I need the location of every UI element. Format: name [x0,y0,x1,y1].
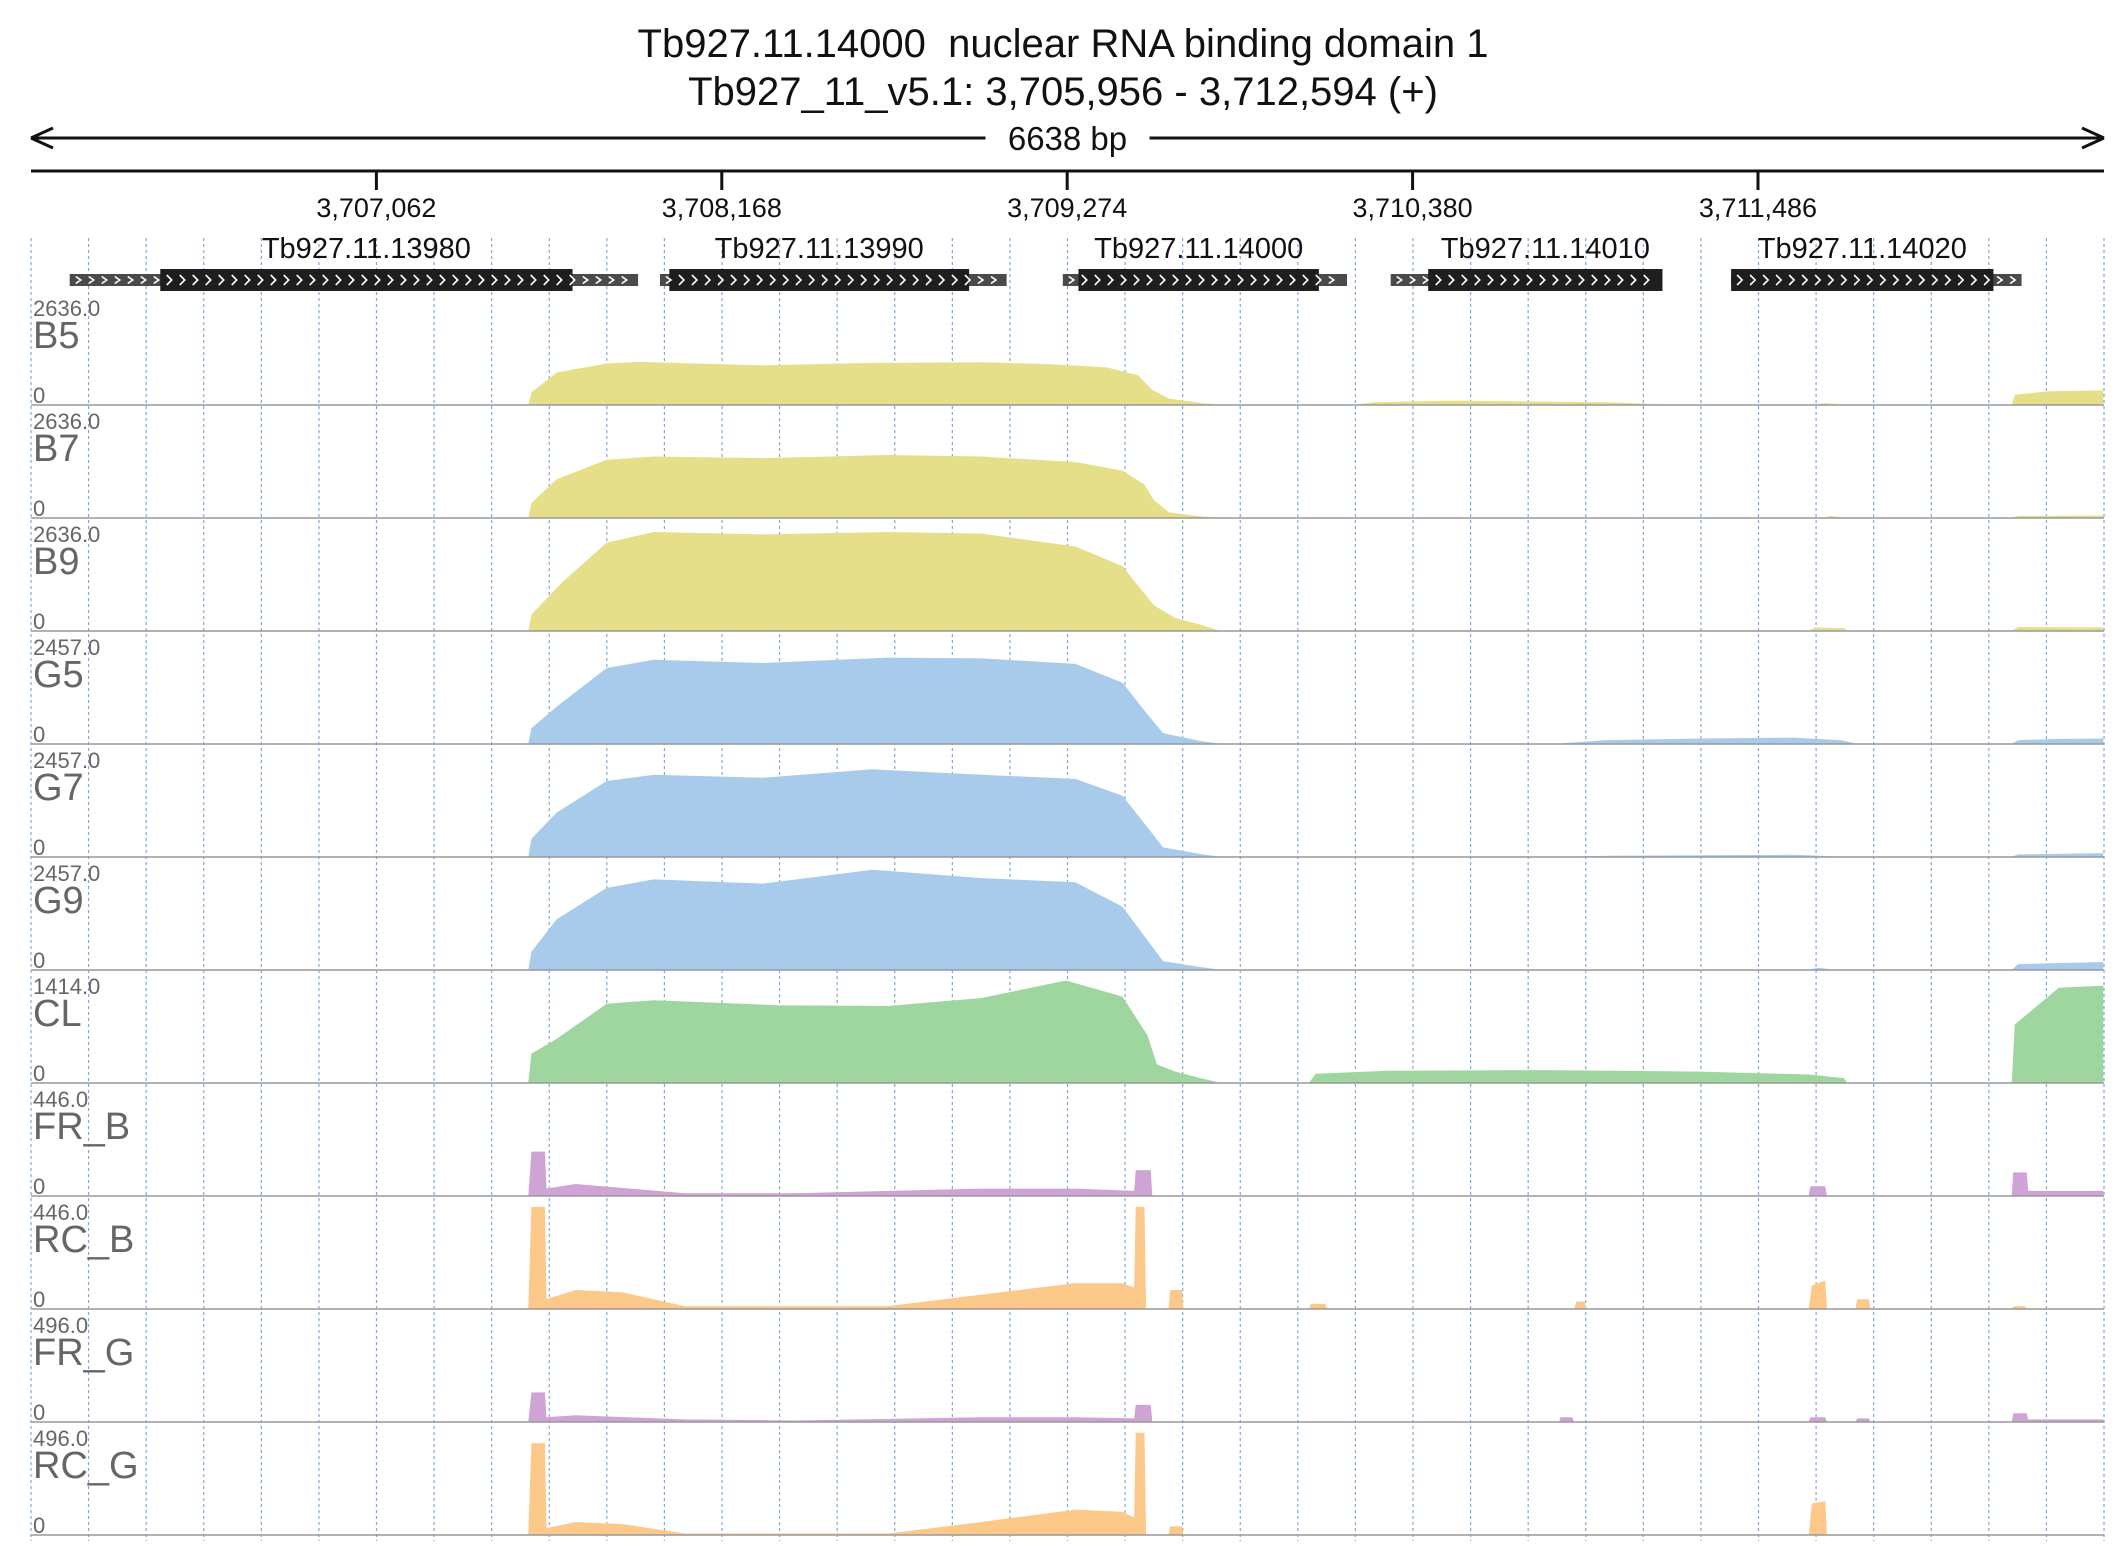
gene-feature: Tb927.11.13980 [69,233,639,291]
track-zero-label: 0 [33,1287,45,1312]
gene-track: Tb927.11.13980 Tb927.11.13990 Tb927.11.140… [69,233,2022,291]
track-name: B9 [33,541,79,583]
track-rc-g: 496.0RC_G 0 [31,1426,2104,1538]
track-name: B5 [33,315,79,357]
track-zero-label: 0 [33,835,45,860]
gene-cds [1078,269,1319,291]
coverage-area [528,980,2104,1084]
track-max-label: 2457.0 [33,861,100,886]
track-name: G7 [33,767,84,809]
track-max-label: 496.0 [33,1426,88,1451]
track-zero-label: 0 [33,722,45,747]
track-max-label: 2636.0 [33,409,100,434]
figure-title: Tb927.11.14000 nuclear RNA binding domai… [0,20,2126,116]
axis-tick-label: 3,707,062 [316,193,436,223]
coverage-area [528,1151,2104,1197]
track-name: FR_B [33,1106,130,1148]
track-name: RC_G [33,1445,139,1487]
gene-label: Tb927.11.14000 [1094,233,1303,265]
strand-chevrons [1068,274,1336,286]
track-zero-label: 0 [33,1061,45,1086]
coverage-tracks: 2636.0B502636.0B702636.0B902457.0G502457… [31,296,2104,1538]
strand-chevrons [665,274,998,286]
track-zero-label: 0 [33,1513,45,1538]
track-zero-label: 0 [33,609,45,634]
grid-lines [30,238,2105,1541]
strand-chevrons [1396,274,1650,286]
gene-label: Tb927.11.14010 [1441,233,1650,265]
track-max-label: 2457.0 [33,635,100,660]
gene-feature: Tb927.11.14000 [1062,233,1348,291]
track-rc-b: 446.0RC_B 0 [31,1200,2104,1312]
track-fr-b: 446.0FR_B 0 [31,1087,2104,1199]
title-location: Tb927_11_v5.1: 3,705,956 - 3,712,594 (+) [688,70,1438,114]
title-gene: Tb927.11.14000 nuclear RNA binding domai… [637,22,1489,66]
track-name: FR_G [33,1332,134,1374]
axis-tick-label: 3,708,168 [662,193,782,223]
track-b5: 2636.0B5 0 [31,296,2104,408]
track-max-label: 2636.0 [33,296,100,321]
track-max-label: 2636.0 [33,522,100,547]
coverage-area [528,531,2104,632]
gene-label: Tb927.11.13980 [262,233,471,265]
gene-cds [669,269,970,291]
gene-feature: Tb927.11.13990 [659,233,1007,291]
track-b7: 2636.0B7 0 [31,409,2104,521]
gene-feature: Tb927.11.14020 [1731,233,2022,291]
track-max-label: 496.0 [33,1313,88,1338]
track-name: B7 [33,428,79,470]
track-name: G5 [33,654,84,696]
coverage-area [528,361,2104,406]
coverage-area [528,1206,2028,1310]
track-zero-label: 0 [33,1174,45,1199]
span-label: 6638 bp [1008,120,1127,157]
track-g9: 2457.0G9 0 [31,861,2104,973]
track-cl: 1414.0CL 0 [31,974,2104,1086]
track-max-label: 2457.0 [33,748,100,773]
strand-chevrons [75,274,629,286]
coverage-area [528,769,2104,858]
track-zero-label: 0 [33,383,45,408]
axis-tick-label: 3,711,486 [1699,193,1817,223]
track-zero-label: 0 [33,1400,45,1425]
track-b9: 2636.0B9 0 [31,522,2104,634]
gene-label: Tb927.11.13990 [715,233,924,265]
track-g7: 2457.0G7 0 [31,748,2104,860]
strand-chevrons [1736,274,2017,286]
span-ruler: 6638 bp [30,118,2105,158]
track-name: RC_B [33,1219,134,1261]
span-label-bg [985,118,1150,158]
track-g5: 2457.0G5 0 [31,635,2104,747]
coverage-area [528,1432,1827,1536]
x-axis: 3,707,062 3,708,168 3,709,274 3,710,380 3,71… [31,169,2104,223]
gene-feature: Tb927.11.14010 [1390,233,1663,291]
track-zero-label: 0 [33,496,45,521]
gene-cds [1731,269,1994,291]
axis-tick-label: 3,709,274 [1007,193,1127,223]
track-max-label: 446.0 [33,1200,88,1225]
coverage-area [528,869,2104,971]
span-arrow-right [2081,126,2105,150]
coverage-area [528,657,2104,745]
track-zero-label: 0 [33,948,45,973]
track-name: CL [33,993,82,1035]
coverage-area [528,1392,2104,1423]
track-name: G9 [33,880,84,922]
track-max-label: 1414.0 [33,974,100,999]
track-max-label: 446.0 [33,1087,88,1112]
axis-tick-label: 3,710,380 [1353,193,1473,223]
span-arrow-left [30,126,54,150]
gene-label: Tb927.11.14020 [1758,233,1967,265]
coverage-area [528,454,2104,519]
track-fr-g: 496.0FR_G 0 [31,1313,2104,1425]
